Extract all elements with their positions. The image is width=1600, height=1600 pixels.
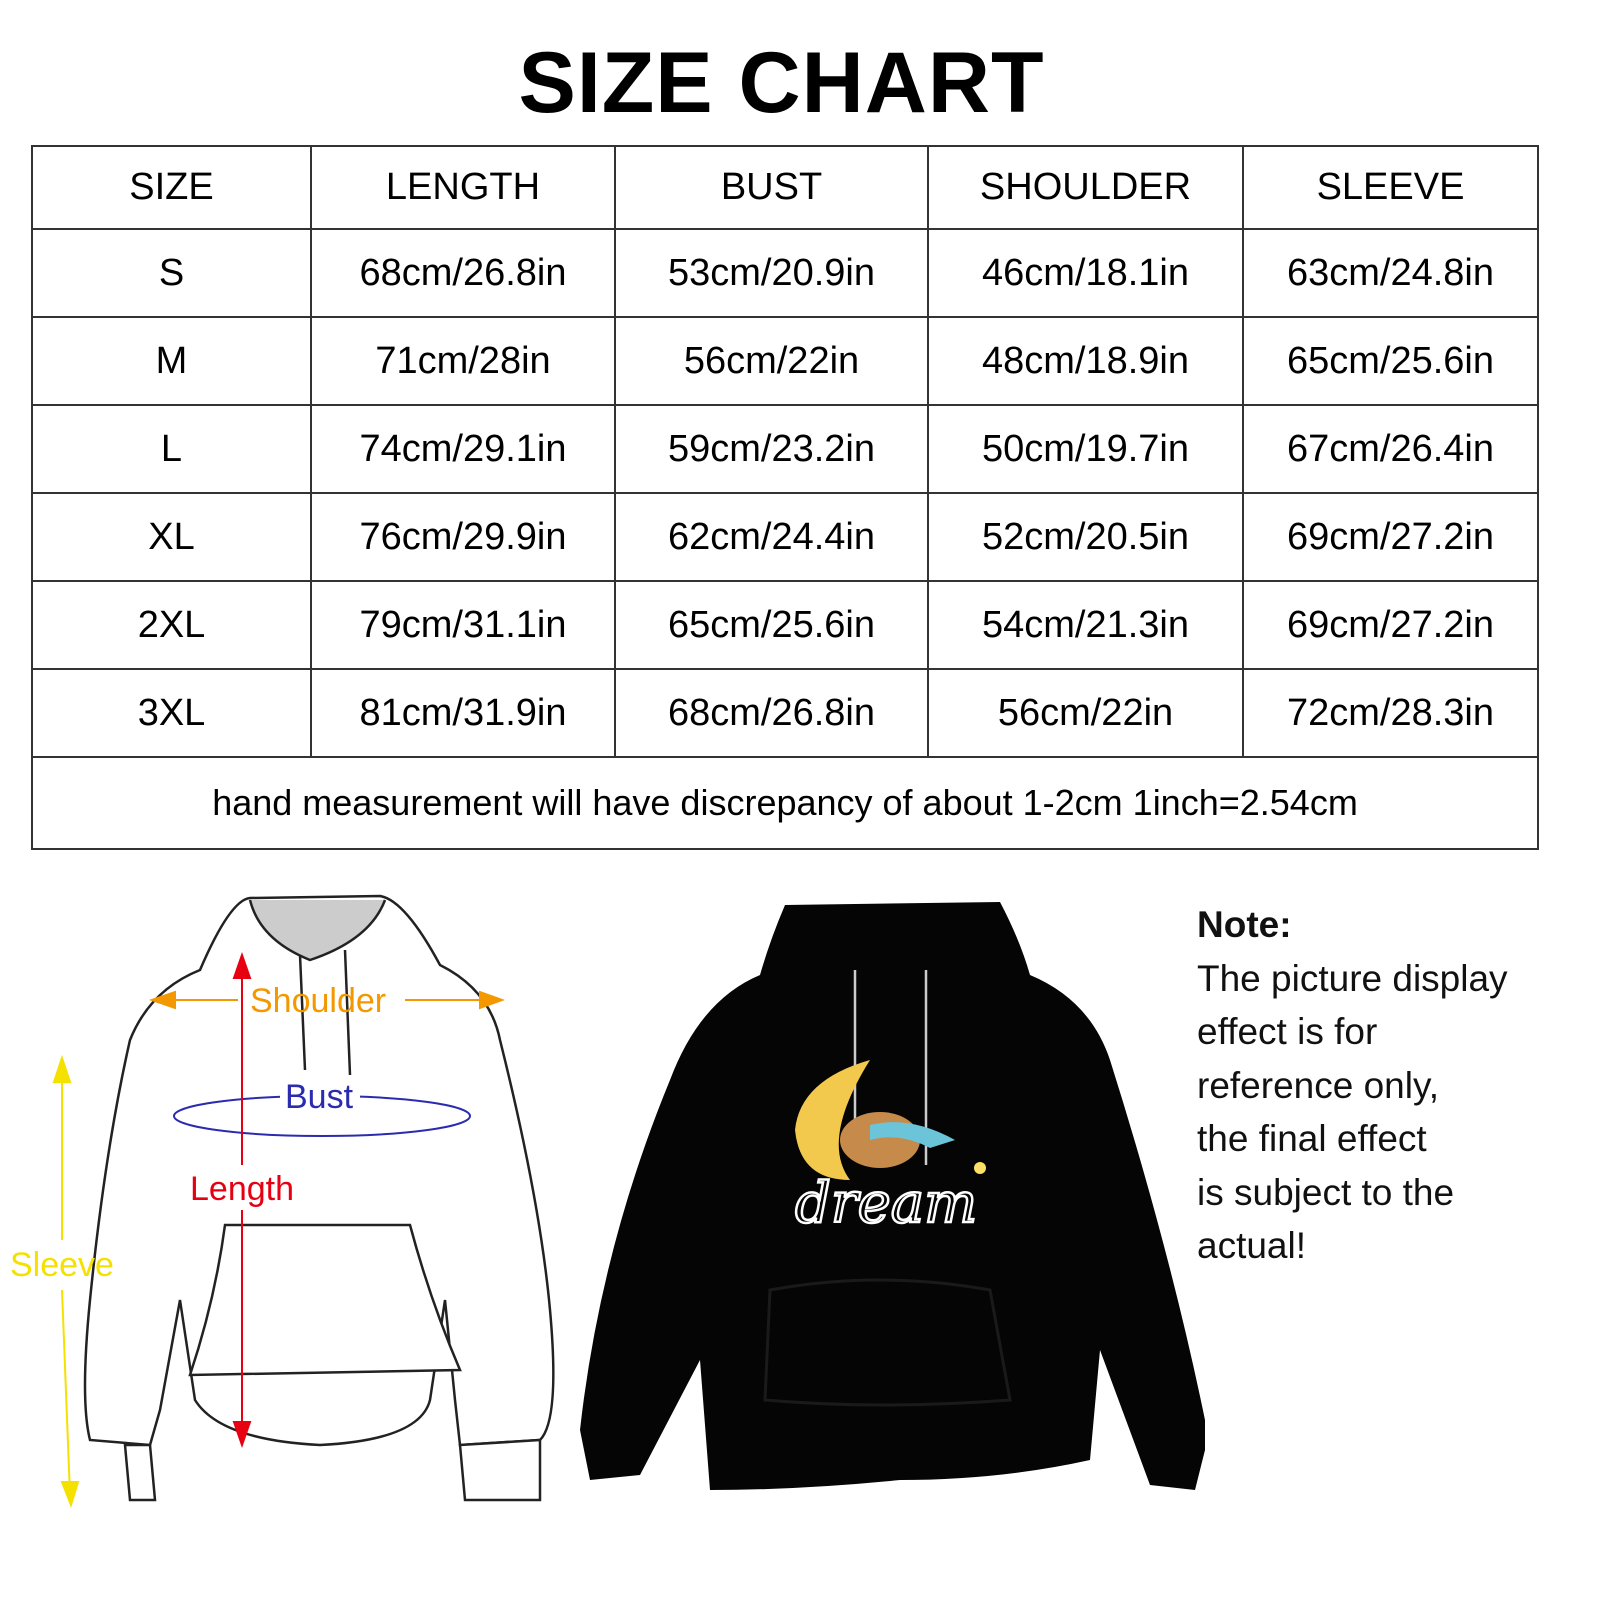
header-length: LENGTH xyxy=(310,145,616,230)
size-cell: M xyxy=(31,316,312,406)
table-row: L 74cm/29.1in 59cm/23.2in 50cm/19.7in 67cm/2… xyxy=(31,404,1539,494)
page-title: SIZE CHART xyxy=(518,35,1045,131)
footnote-row: hand measurement will have discrepancy o… xyxy=(31,756,1539,850)
length-cell: 76cm/29.9in xyxy=(310,492,616,582)
length-cell: 79cm/31.1in xyxy=(310,580,616,670)
bust-cell: 62cm/24.4in xyxy=(614,492,929,582)
note-block: Note: The picture display effect is for … xyxy=(1197,898,1508,1273)
note-title: Note: xyxy=(1197,904,1292,945)
header-shoulder: SHOULDER xyxy=(927,145,1244,230)
bust-cell: 56cm/22in xyxy=(614,316,929,406)
hoodie-measurement-diagram: Shoulder Bust Length Sleeve xyxy=(10,894,555,1509)
sleeve-cell: 67cm/26.4in xyxy=(1242,404,1539,494)
shoulder-cell: 52cm/20.5in xyxy=(927,492,1244,582)
sleeve-cell: 65cm/25.6in xyxy=(1242,316,1539,406)
size-cell: L xyxy=(31,404,312,494)
shoulder-cell: 48cm/18.9in xyxy=(927,316,1244,406)
table-row: 3XL 81cm/31.9in 68cm/26.8in 56cm/22in 72cm/2… xyxy=(31,668,1539,758)
length-cell: 71cm/28in xyxy=(310,316,616,406)
shoulder-label: Shoulder xyxy=(250,982,386,1020)
bust-cell: 53cm/20.9in xyxy=(614,228,929,318)
header-sleeve: SLEEVE xyxy=(1242,145,1539,230)
sleeve-cell: 63cm/24.8in xyxy=(1242,228,1539,318)
table-row: XL 76cm/29.9in 62cm/24.4in 52cm/20.5in 69cm/… xyxy=(31,492,1539,582)
header-size: SIZE xyxy=(31,145,312,230)
note-line: the final effect xyxy=(1197,1118,1427,1159)
footnote: hand measurement will have discrepancy o… xyxy=(31,756,1539,850)
size-cell: 3XL xyxy=(31,668,312,758)
print-text-dream: dream xyxy=(795,1171,977,1236)
size-cell: S xyxy=(31,228,312,318)
note-line: effect is for xyxy=(1197,1011,1378,1052)
size-cell: 2XL xyxy=(31,580,312,670)
length-cell: 68cm/26.8in xyxy=(310,228,616,318)
note-line: is subject to the xyxy=(1197,1171,1455,1213)
sleeve-label: Sleeve xyxy=(10,1246,114,1284)
shoulder-cell: 50cm/19.7in xyxy=(927,404,1244,494)
bust-cell: 68cm/26.8in xyxy=(614,668,929,758)
table-row: M 71cm/28in 56cm/22in 48cm/18.9in 65cm/25.6i… xyxy=(31,316,1539,406)
shoulder-arrow xyxy=(148,990,505,1010)
sleeve-cell: 69cm/27.2in xyxy=(1242,492,1539,582)
table-row: 2XL 79cm/31.1in 65cm/25.6in 54cm/21.3in 69cm… xyxy=(31,580,1539,670)
note-line: reference only, xyxy=(1197,1064,1439,1106)
black-hoodie-icon xyxy=(580,902,1205,1490)
product-hoodie-image: dream xyxy=(580,902,1205,1490)
length-arrow xyxy=(232,951,252,1449)
bust-cell: 59cm/23.2in xyxy=(614,404,929,494)
length-cell: 74cm/29.1in xyxy=(310,404,616,494)
table-row: S 68cm/26.8in 53cm/20.9in 46cm/18.1in 63cm/2… xyxy=(31,228,1539,318)
size-table: SIZE LENGTH BUST SHOULDER SLEEVE S 68cm/2… xyxy=(31,145,1539,850)
length-label: Length xyxy=(190,1170,294,1208)
moon-bear-graphic-icon xyxy=(795,1060,986,1180)
sleeve-cell: 72cm/28.3in xyxy=(1242,668,1539,758)
bust-label: Bust xyxy=(285,1078,354,1116)
header-bust: BUST xyxy=(614,145,929,230)
shoulder-cell: 46cm/18.1in xyxy=(927,228,1244,318)
sleeve-cell: 69cm/27.2in xyxy=(1242,580,1539,670)
size-cell: XL xyxy=(31,492,312,582)
shoulder-cell: 56cm/22in xyxy=(927,668,1244,758)
outline-hoodie-icon xyxy=(83,894,555,1502)
note-line: The picture display xyxy=(1197,957,1508,999)
length-cell: 81cm/31.9in xyxy=(310,668,616,758)
bust-cell: 65cm/25.6in xyxy=(614,580,929,670)
shoulder-cell: 54cm/21.3in xyxy=(927,580,1244,670)
note-line: actual! xyxy=(1197,1225,1307,1266)
sleeve-arrow xyxy=(52,1054,80,1509)
table-header-row: SIZE LENGTH BUST SHOULDER SLEEVE xyxy=(31,145,1539,230)
